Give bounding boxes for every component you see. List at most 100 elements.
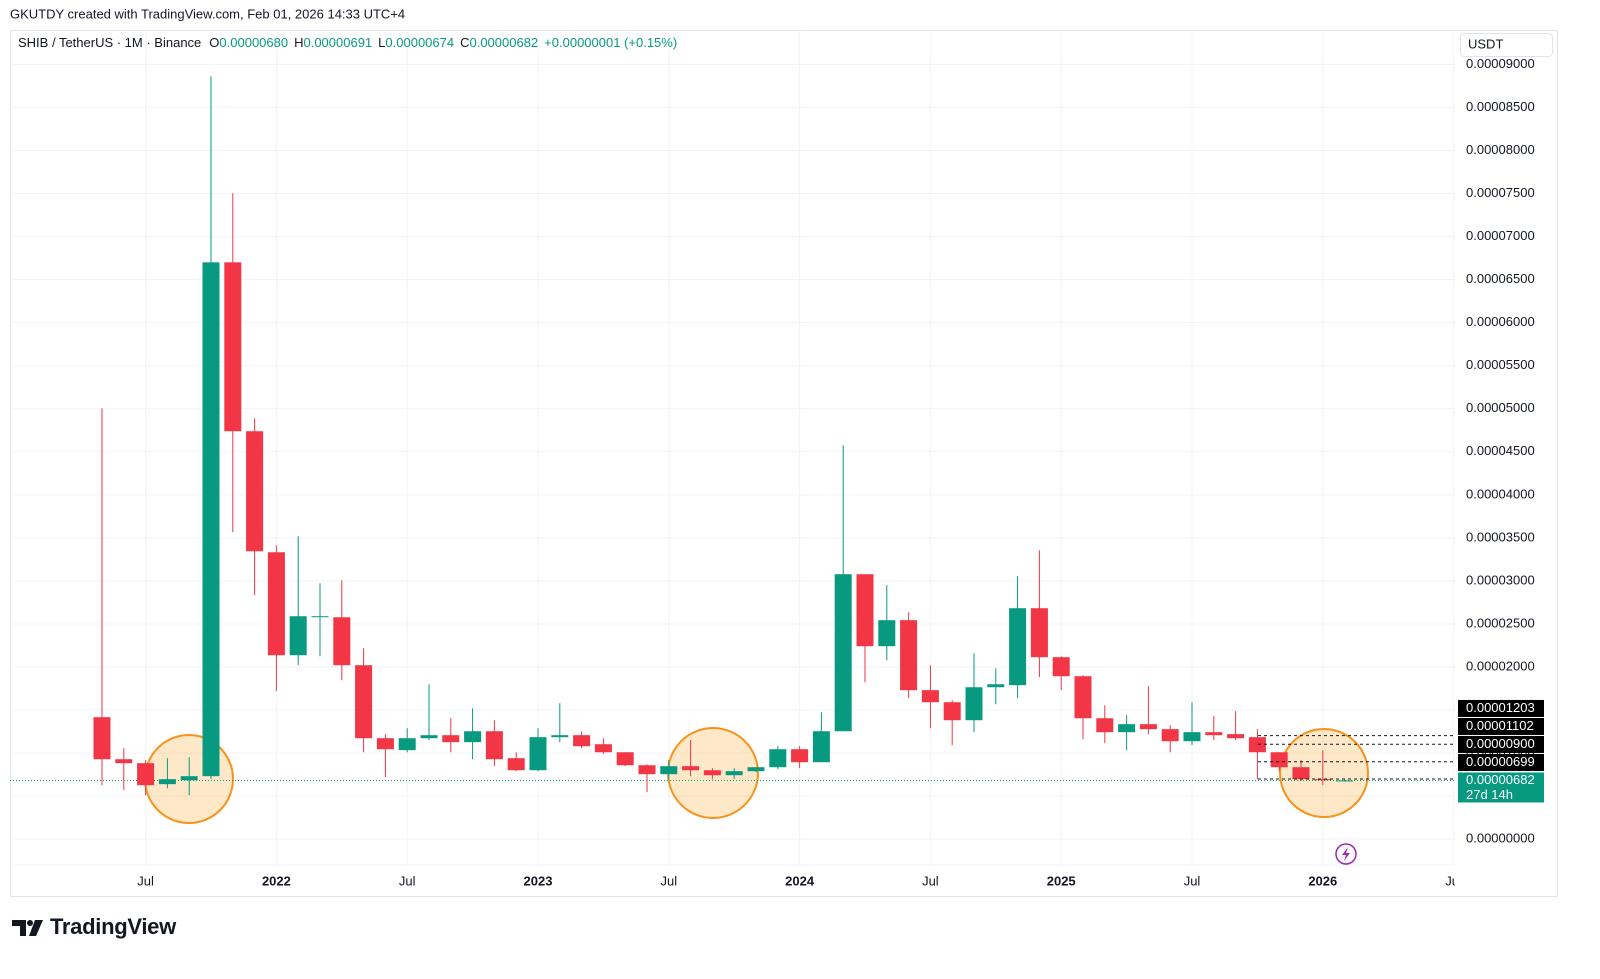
- candle-body: [725, 771, 743, 776]
- y-tick-label: 0.00003500: [1466, 529, 1535, 544]
- ohlc-key: H: [294, 35, 303, 50]
- y-tick-label: 0.00002500: [1466, 615, 1535, 630]
- ohlc-value: 0.00000682: [469, 35, 538, 50]
- candle-body: [529, 737, 547, 771]
- price-line-box: [1458, 699, 1544, 717]
- y-tick-label: 0.00005500: [1466, 357, 1535, 372]
- x-tick-label: Jul: [137, 873, 154, 888]
- x-tick-label: 2022: [262, 873, 291, 888]
- candle-body: [791, 749, 809, 763]
- candle-body: [1096, 718, 1114, 733]
- candle-body: [1314, 779, 1332, 781]
- y-tick-label: 0.00000000: [1466, 831, 1535, 846]
- candle-body: [355, 665, 373, 739]
- candle-body: [1270, 752, 1288, 768]
- candle-body: [1118, 724, 1136, 733]
- candle-body: [703, 770, 721, 776]
- candle-body: [834, 574, 852, 732]
- chart-frame: [10, 30, 1558, 897]
- candle-body: [987, 684, 1005, 688]
- candle-body: [137, 763, 155, 786]
- candle-body: [202, 262, 220, 777]
- candle-body: [464, 731, 482, 743]
- ohlc-key: L: [378, 35, 385, 50]
- candle-body: [246, 431, 264, 552]
- x-tick-label: 2023: [524, 873, 553, 888]
- ohlc-value: 0.00000674: [385, 35, 454, 50]
- y-tick-label: 0.00008000: [1466, 142, 1535, 157]
- change: +0.00000001 (+0.15%): [544, 35, 677, 50]
- candle-body: [1009, 608, 1027, 686]
- candle-body: [1292, 767, 1310, 780]
- ohlc-key: C: [460, 35, 469, 50]
- highlight-circle: [1279, 728, 1369, 818]
- y-tick-label: 0.00004000: [1466, 486, 1535, 501]
- countdown-label: 27d 14h: [1466, 787, 1513, 802]
- x-tick-label: Jul: [1184, 873, 1201, 888]
- ohlc-key: O: [209, 35, 219, 50]
- candle-body: [769, 749, 787, 768]
- y-tick-label: 0.00007500: [1466, 185, 1535, 200]
- candle-body: [921, 690, 939, 703]
- candle-body: [573, 735, 591, 747]
- candle-body: [616, 752, 634, 766]
- ohlc-value: 0.00000691: [303, 35, 372, 50]
- candle-body: [115, 759, 133, 764]
- candle-body: [1336, 780, 1354, 782]
- last-price-label: 0.00000682: [1466, 772, 1535, 787]
- candle-body: [398, 738, 416, 751]
- candle-body: [267, 552, 285, 656]
- y-tick-label: 0.00004500: [1466, 443, 1535, 458]
- plot: [10, 76, 1455, 824]
- price-line-label: 0.00000900: [1466, 736, 1535, 751]
- candle-body: [943, 702, 961, 721]
- y-tick-label: 0.00007000: [1466, 228, 1535, 243]
- ohlc-value: 0.00000680: [219, 35, 288, 50]
- candle-body: [856, 574, 874, 647]
- candle-body: [93, 717, 111, 760]
- candle-body: [180, 776, 198, 781]
- candle-body: [1205, 732, 1223, 736]
- candle-body: [594, 744, 612, 753]
- x-tick-label: Jul: [660, 873, 677, 888]
- x-axis: Jul 2022 Jul 2023 Jul 2024 Jul 2025 Jul 2026 Jul: [10, 864, 1455, 888]
- currency-box[interactable]: [1460, 33, 1553, 57]
- y-tick-label: 0.00008500: [1466, 99, 1535, 114]
- candle-body: [1161, 729, 1179, 742]
- candle-body: [638, 765, 656, 775]
- alert-icon[interactable]: [1335, 843, 1357, 865]
- y-tick-label: 0.00009000: [1466, 56, 1535, 71]
- x-tick-label: 2025: [1047, 873, 1076, 888]
- brand-name: TradingView: [50, 914, 177, 939]
- candle-body: [812, 731, 830, 763]
- brand-logo: [12, 920, 43, 936]
- symbol: SHIB / TetherUS · 1M · Binance: [18, 35, 201, 50]
- candle-body: [1030, 608, 1048, 658]
- candle-body: [660, 766, 678, 775]
- price-line-label: 0.00001102: [1466, 718, 1534, 733]
- candle-body: [900, 620, 918, 691]
- price-line-box: [1458, 717, 1544, 735]
- candle-body: [1074, 676, 1092, 719]
- last-price-box: [1458, 772, 1544, 803]
- x-tick-label: Jul: [399, 873, 416, 888]
- price-line-label: 0.00001203: [1466, 700, 1535, 715]
- y-tick-label: 0.00002000: [1466, 658, 1535, 673]
- candle-body: [1227, 734, 1245, 739]
- candle-body: [965, 687, 983, 721]
- x-tick-label: 2024: [785, 873, 815, 888]
- y-tick-label: 0.00006000: [1466, 314, 1535, 329]
- candle-body: [1183, 732, 1201, 742]
- y-tick-label: 0.00006500: [1466, 271, 1535, 286]
- candle-body: [289, 616, 307, 656]
- price-line-box: [1458, 735, 1544, 753]
- candle-body: [507, 758, 525, 771]
- y-tick-label: 0.00005000: [1466, 400, 1535, 415]
- candle-body: [878, 620, 896, 647]
- currency[interactable]: USDT: [1468, 36, 1503, 51]
- candle-body: [158, 779, 176, 785]
- y-tick-label: 0.00003000: [1466, 572, 1535, 587]
